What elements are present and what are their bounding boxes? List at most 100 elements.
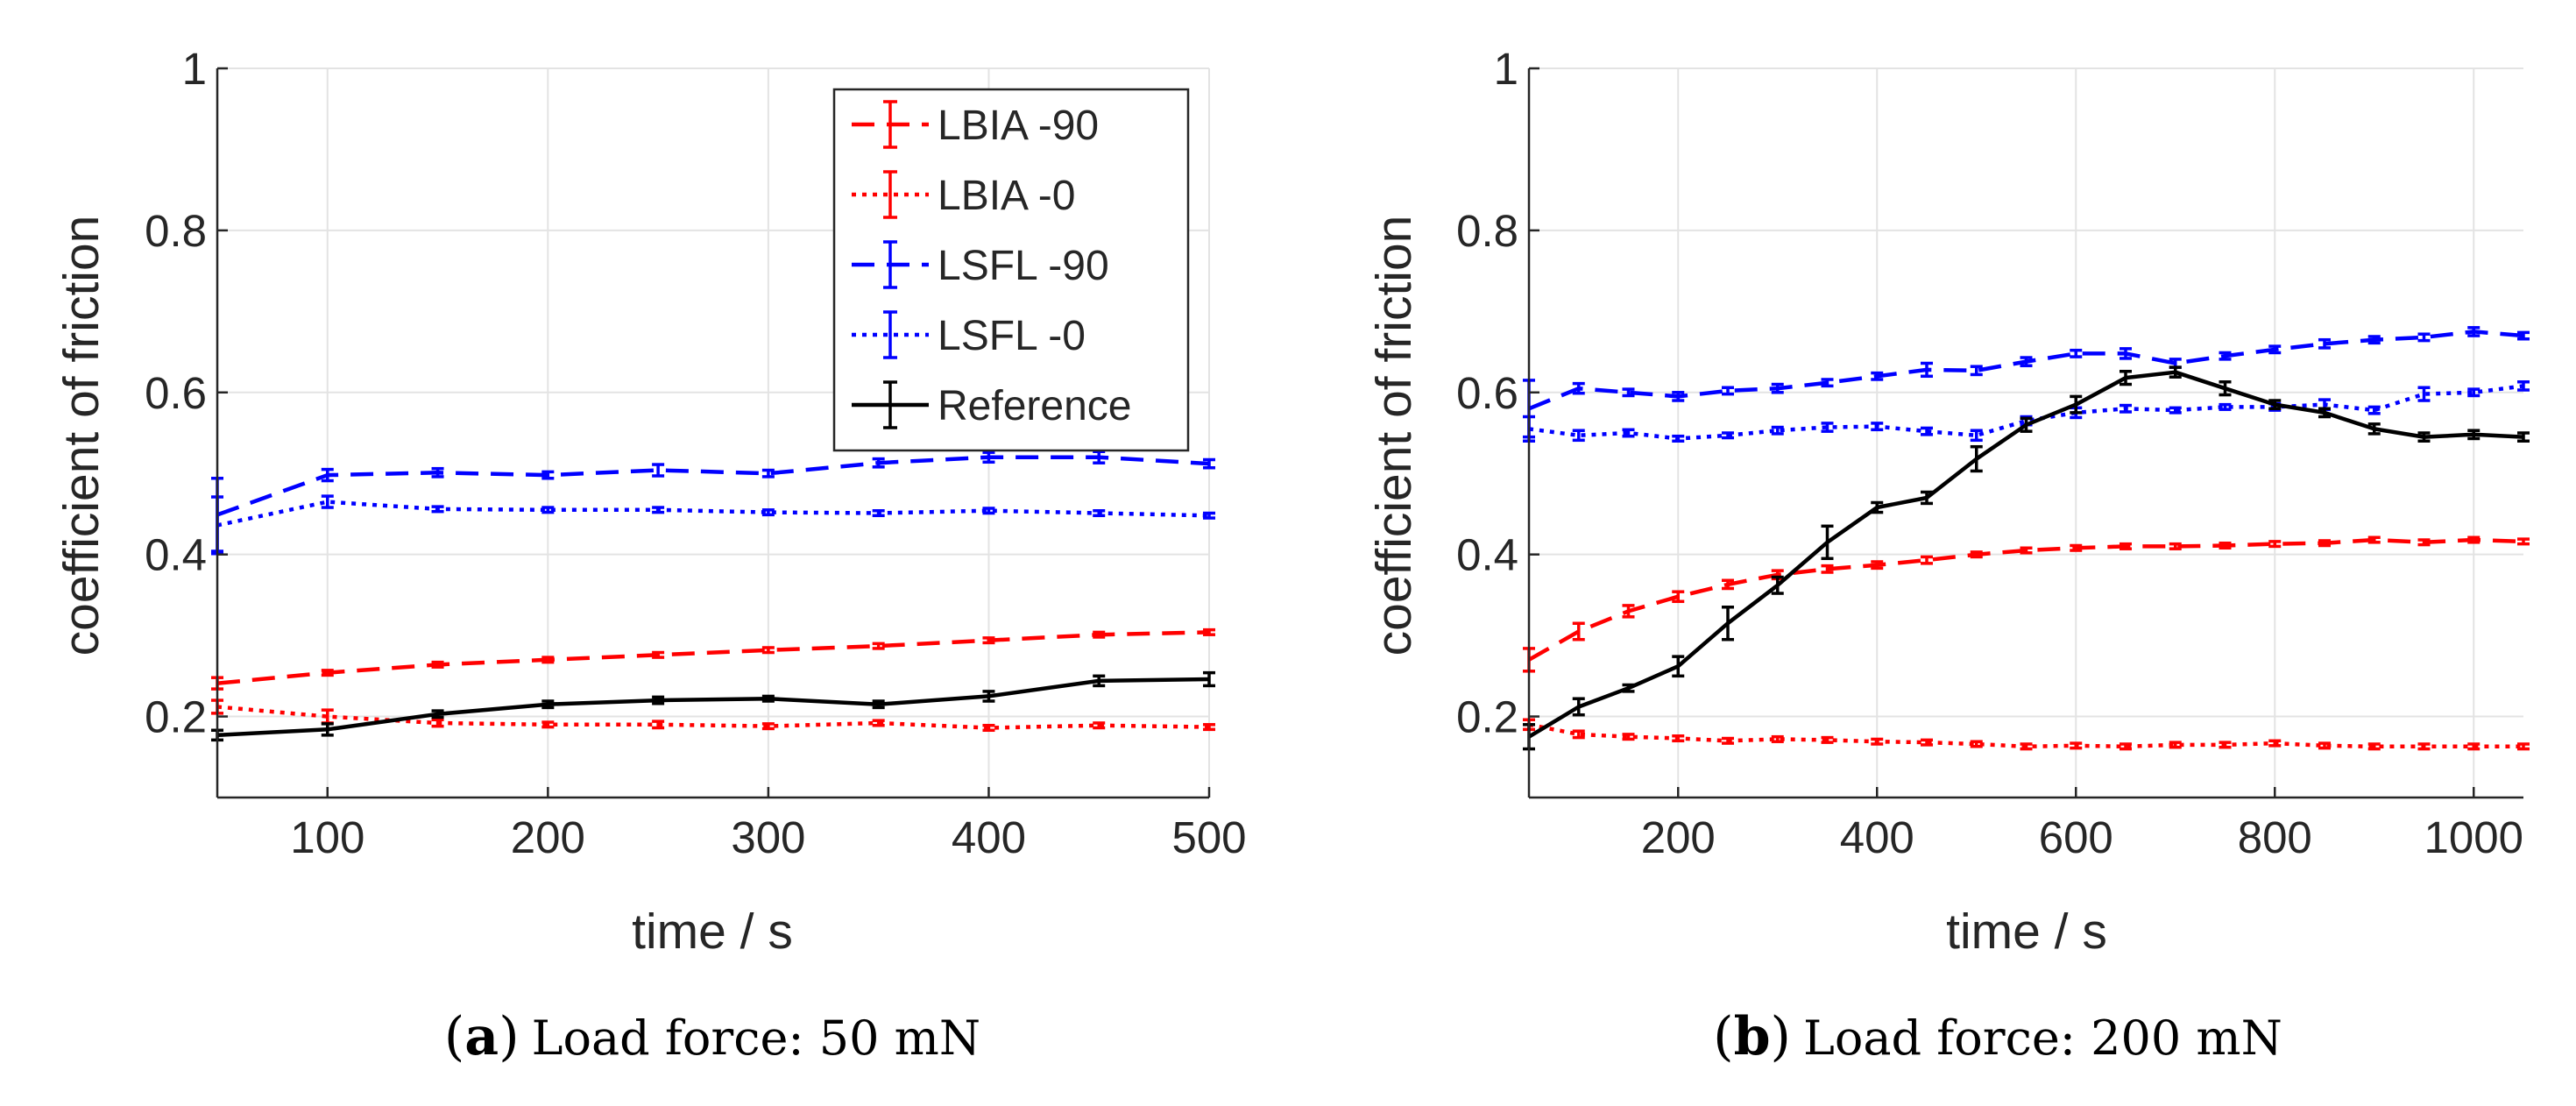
panel-a-series-lsfl-0-point [541,506,555,514]
panel-a-x-tick-label: 200 [511,812,585,862]
panel-a-series-reference-point [652,695,665,705]
panel-b-series-lbia-0-point [2070,741,2083,750]
panel-a-y-tick-label: 0.8 [145,206,207,256]
panel-b-series-lsfl-0-point [2120,403,2132,414]
panel-b-caption: (b) Load force: 200 mN [1713,1006,2282,1067]
panel-b-series-lbia-0-point [1572,729,1585,740]
panel-b-series-lsfl-90-point [2517,330,2530,341]
panel-a-series-lbia-90-point [1093,630,1106,639]
panel-b-series-lsfl-0-point [1622,428,1635,438]
panel-a-series-lsfl-0-point [982,507,995,515]
panel-b-series-lbia-90-point [2219,541,2232,550]
panel-a-y-axis-label: coefficient of friction [53,216,110,656]
panel-b-series-lbia-0-point [2169,741,2182,749]
legend-label: LBIA -90 [938,103,1099,149]
panel-a-series-lsfl-0-line [216,500,1210,528]
panel-a-series-lsfl-0-point [872,508,885,518]
panel-a-y-tick-label: 0.2 [145,692,207,742]
panel-b-series-lsfl-0-line [1528,384,2524,441]
panel-b-series-reference-point [2467,429,2480,441]
panel-a: 100 200 300 400 500 0.2 0.4 0.6 0.8 1 time / s co… [53,44,1247,1067]
panel-a-series-lbia-0-point [1203,723,1215,732]
panel-b-x-tick-label: 600 [2039,812,2113,862]
panel-a-series-lsfl-90 [211,450,1215,553]
panel-a-ticks: 100 200 300 400 500 0.2 0.4 0.6 0.8 1 [145,44,1246,862]
panel-b-series-reference-point [2120,369,2132,386]
panel-b-y-tick-label: 0.8 [1456,206,1518,256]
panel-b-series-lbia-90-point [1672,590,1685,604]
panel-b-series-lsfl-0-point [2467,387,2480,398]
panel-b-series-lsfl-90-point [2417,332,2431,343]
legend-item: LSFL -0 [852,310,1086,359]
panel-b-ticks: 200 400 600 800 1000 0.2 0.4 0.6 0.8 1 [1456,44,2523,862]
panel-b-series-lsfl-0-point [2517,380,2530,392]
panel-b-series-lbia-0-point [2467,742,2480,751]
panel-a-x-tick-label: 400 [952,812,1026,862]
panel-b-series-lbia-0-point [2268,739,2282,748]
panel-b-series-reference-point [1771,575,1784,595]
panel-b-series-lbia-0-point [1672,734,1685,743]
panel-b-series-lsfl-0-point [1672,434,1685,443]
panel-b-series-lbia-90-point [2120,542,2132,550]
panel-b-series-lbia-90-point [1821,564,1834,574]
panel-a-series-lsfl-90-line [216,455,1210,517]
panel-b-series-lbia-0-point [2517,742,2530,751]
panel-a-series-lbia-0-point [652,720,665,730]
panel-b-series-lbia-90-point [2318,539,2331,548]
panel-b-series-reference-point [1722,606,1734,642]
panel-b-series-lbia-90-point [1622,604,1635,619]
panel-b-series-lbia-90-point [2467,535,2480,544]
legend-label: LSFL -90 [938,243,1109,289]
panel-a-series-lsfl-0-point [431,505,444,514]
panel-b-series-lbia-90-point [1921,555,1933,565]
panel-b-series-lbia-0-point [1871,737,1884,746]
panel-b-series-lbia-0 [1523,718,2530,751]
panel-a-y-tick-label: 0.4 [145,530,207,580]
panel-a-series-lbia-90-line [216,630,1210,685]
panel-b-series-lbia-0-point [1722,736,1734,745]
panel-a-series-reference-point [761,694,775,703]
panel-b-y-tick-label: 1 [1494,44,1518,94]
panel-b-series-lbia-0-point [1771,734,1784,743]
panel-b-series-lbia-0-point [1622,733,1635,741]
panel-b-x-axis-label: time / s [1946,904,2107,960]
panel-a-series-lbia-0-point [761,722,775,731]
panel-b-series-lsfl-90-point [1622,387,1635,398]
panel-b-series-lbia-90-point [2417,538,2431,547]
panel-a-x-tick-label: 500 [1171,812,1246,862]
panel-b-series-lsfl-90-point [2070,348,2083,358]
panel-b-caption-text: Load force: 200 mN [1803,1010,2282,1066]
panel-b-series-reference [1523,365,2530,751]
panel-a-series-lbia-0-line [216,705,1210,730]
panel-a-y-tick-label: 0.6 [145,368,207,418]
panel-b-series-lbia-90-point [1572,621,1585,642]
panel-b-plot-lines [1523,326,2530,751]
panel-b-series-reference-point [2020,416,2033,433]
panel-b-series-lsfl-90-point [1771,382,1784,394]
panel-b-x-tick-label: 400 [1840,812,1914,862]
panel-b-series-lbia-90-point [2070,543,2083,552]
panel-b-series-lbia-0-point [2020,742,2033,751]
panel-a-series-lbia-0-point [541,720,555,729]
panel-b-series-lbia-90-point [1970,550,1983,559]
panel-a-series-lbia-90-point [431,660,444,669]
panel-b-x-tick-label: 800 [2238,812,2312,862]
panel-a-caption-text: Load force: 50 mN [532,1010,981,1066]
panel-b-series-reference-point [1871,500,1884,514]
panel-b-series-lsfl-0-point [1771,425,1784,436]
panel-a-series-lsfl-90-point [1093,450,1106,464]
panel-a-series-reference-point [431,709,444,720]
panel-a-series-reference-point [541,699,555,710]
panel-b-series-lsfl-90-point [2268,344,2282,355]
panel-b-series-lsfl-90-point [1722,386,1734,396]
panel-b-series-lsfl-0-point [2367,405,2381,415]
panel-b-series-reference-point [1672,655,1685,678]
panel-a-series-lsfl-90-point [541,470,555,480]
panel-a-series-lbia-90-point [541,656,555,664]
panel-a-series-reference-line [216,677,1210,738]
panel-a-series-lbia-0-point [982,723,995,733]
panel-b-y-tick-label: 0.4 [1456,530,1518,580]
panel-b-y-axis-label: coefficient of friction [1366,216,1422,656]
panel-b-series-reference-point [2318,407,2331,419]
panel-a-x-axis-label: time / s [632,904,793,960]
